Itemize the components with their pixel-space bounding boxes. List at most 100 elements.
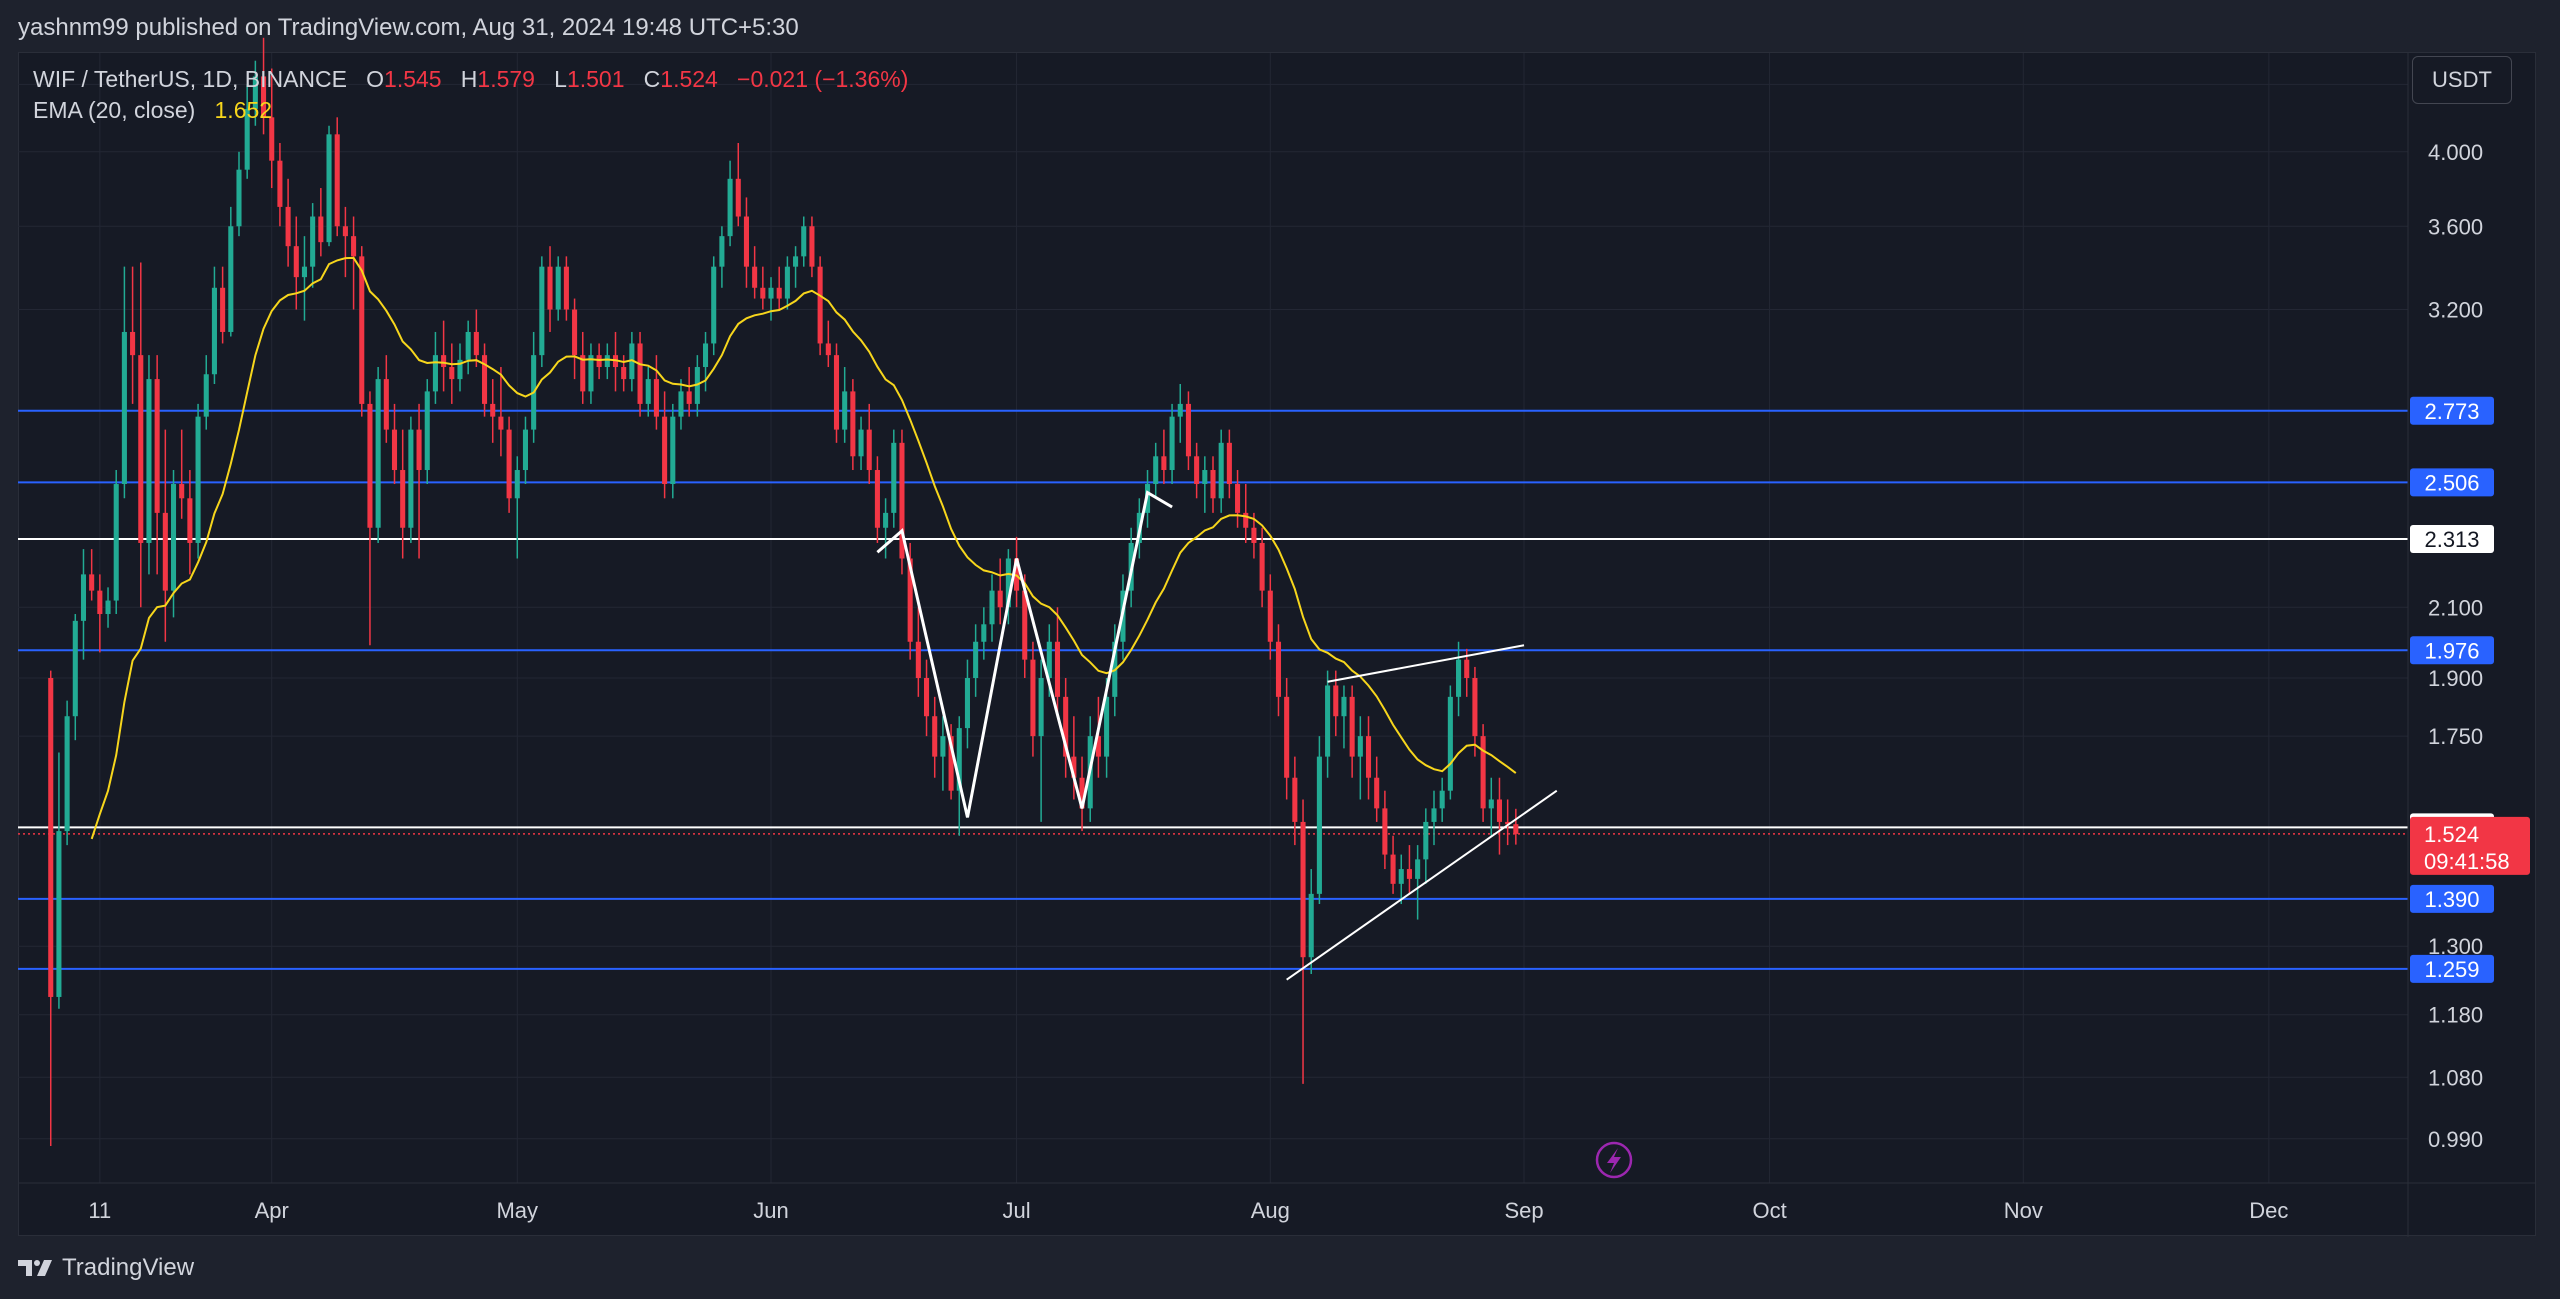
level-label-text: 2.773 xyxy=(2424,399,2479,424)
ema-label[interactable]: EMA (20, close) xyxy=(33,97,196,123)
candle-body xyxy=(1447,696,1453,791)
candle-body xyxy=(310,216,316,267)
candle-body xyxy=(662,416,668,485)
low-value: 1.501 xyxy=(566,66,625,92)
candle-body xyxy=(874,470,880,528)
candle-layer xyxy=(48,37,1519,1146)
candle-body xyxy=(482,355,488,404)
x-tick-label: Aug xyxy=(1251,1198,1290,1223)
candle-body xyxy=(400,470,406,528)
pattern-line[interactable] xyxy=(876,490,1173,818)
candle-body xyxy=(72,620,78,717)
candle-body xyxy=(1243,512,1249,528)
candle-body xyxy=(1153,456,1159,485)
candle xyxy=(874,456,880,543)
level-label: 2.313 xyxy=(2410,524,2494,553)
candle xyxy=(473,309,479,368)
top-bar: yashnm99 published on TradingView.com, A… xyxy=(0,0,2560,56)
candle-body xyxy=(539,266,545,356)
candle xyxy=(326,125,332,247)
candle-body xyxy=(1194,456,1200,485)
candle xyxy=(915,607,921,697)
candle-body xyxy=(89,574,95,591)
candle-body xyxy=(334,134,340,227)
candle-body xyxy=(170,484,177,591)
candle-body xyxy=(424,391,430,471)
candle xyxy=(301,236,308,321)
candle-body xyxy=(1406,869,1412,879)
ohlc-legend-row: WIF / TetherUS, 1D, BINANCE O1.545 H1.57… xyxy=(33,64,908,95)
candle-body xyxy=(277,160,283,207)
candle xyxy=(506,416,512,513)
y-tick-label: 1.900 xyxy=(2428,666,2483,691)
candle xyxy=(179,429,185,519)
candle xyxy=(801,216,807,267)
x-tick-label: Dec xyxy=(2249,1198,2288,1223)
lightning-icon[interactable] xyxy=(1595,1141,1633,1179)
candle-body xyxy=(269,117,275,161)
candle-body xyxy=(948,736,954,791)
candle xyxy=(923,659,930,737)
candle xyxy=(1382,790,1388,870)
level-label: 1.259 xyxy=(2410,954,2494,983)
candle-body xyxy=(64,716,70,832)
candle xyxy=(1210,456,1216,513)
candle-body xyxy=(555,266,561,310)
candle-body xyxy=(498,416,504,430)
candle-body xyxy=(850,391,856,457)
candle xyxy=(269,68,275,189)
candle xyxy=(973,624,979,697)
candle xyxy=(743,197,749,288)
level-label-text: 2.313 xyxy=(2424,527,2479,552)
candle-body xyxy=(793,256,799,267)
x-tick-label: Oct xyxy=(1752,1198,1786,1223)
candle xyxy=(154,355,160,575)
candle-body xyxy=(105,600,111,615)
candle xyxy=(105,587,111,628)
candle xyxy=(121,266,127,499)
candle-body xyxy=(228,226,234,332)
candle xyxy=(1431,790,1437,846)
high-value: 1.579 xyxy=(477,66,535,92)
candle-body xyxy=(1177,403,1183,417)
candle-body xyxy=(1071,756,1077,778)
y-tick-label: 3.200 xyxy=(2428,298,2483,323)
candle xyxy=(1153,442,1159,499)
candle xyxy=(252,60,258,126)
tradingview-brand[interactable]: TradingView xyxy=(18,1254,194,1282)
y-tick-label: 2.100 xyxy=(2428,595,2483,620)
candle-body xyxy=(1259,542,1265,591)
currency-button[interactable]: USDT xyxy=(2412,56,2512,104)
candle xyxy=(842,367,848,443)
candle-body xyxy=(342,226,348,237)
candle xyxy=(465,320,471,375)
candle xyxy=(1472,666,1478,757)
candle xyxy=(768,277,774,321)
trend-line[interactable] xyxy=(1327,644,1525,683)
trend-line[interactable] xyxy=(1286,789,1558,981)
candle-body xyxy=(1513,824,1519,834)
candle-body xyxy=(604,355,610,368)
candle xyxy=(498,367,504,457)
candle-body xyxy=(162,512,168,591)
symbol-label[interactable]: WIF / TetherUS, 1D, BINANCE xyxy=(33,66,347,92)
candle xyxy=(56,752,62,1009)
axis-layer: 4.4004.0003.6003.2002.1001.9001.7501.300… xyxy=(18,53,2536,1237)
candle-body xyxy=(261,76,267,118)
level-label-bg xyxy=(2410,524,2494,553)
brand-label: TradingView xyxy=(62,1253,195,1281)
candle xyxy=(645,367,651,417)
candle xyxy=(1423,808,1429,884)
candle-body xyxy=(1210,470,1216,499)
candle-body xyxy=(1431,808,1437,822)
candle-body xyxy=(719,236,725,267)
candle-body xyxy=(1496,799,1503,822)
candle-body xyxy=(187,498,193,543)
candle xyxy=(97,574,103,653)
candle-body xyxy=(48,678,54,997)
candle xyxy=(793,246,799,288)
candle xyxy=(146,355,152,575)
candle xyxy=(1284,678,1290,800)
